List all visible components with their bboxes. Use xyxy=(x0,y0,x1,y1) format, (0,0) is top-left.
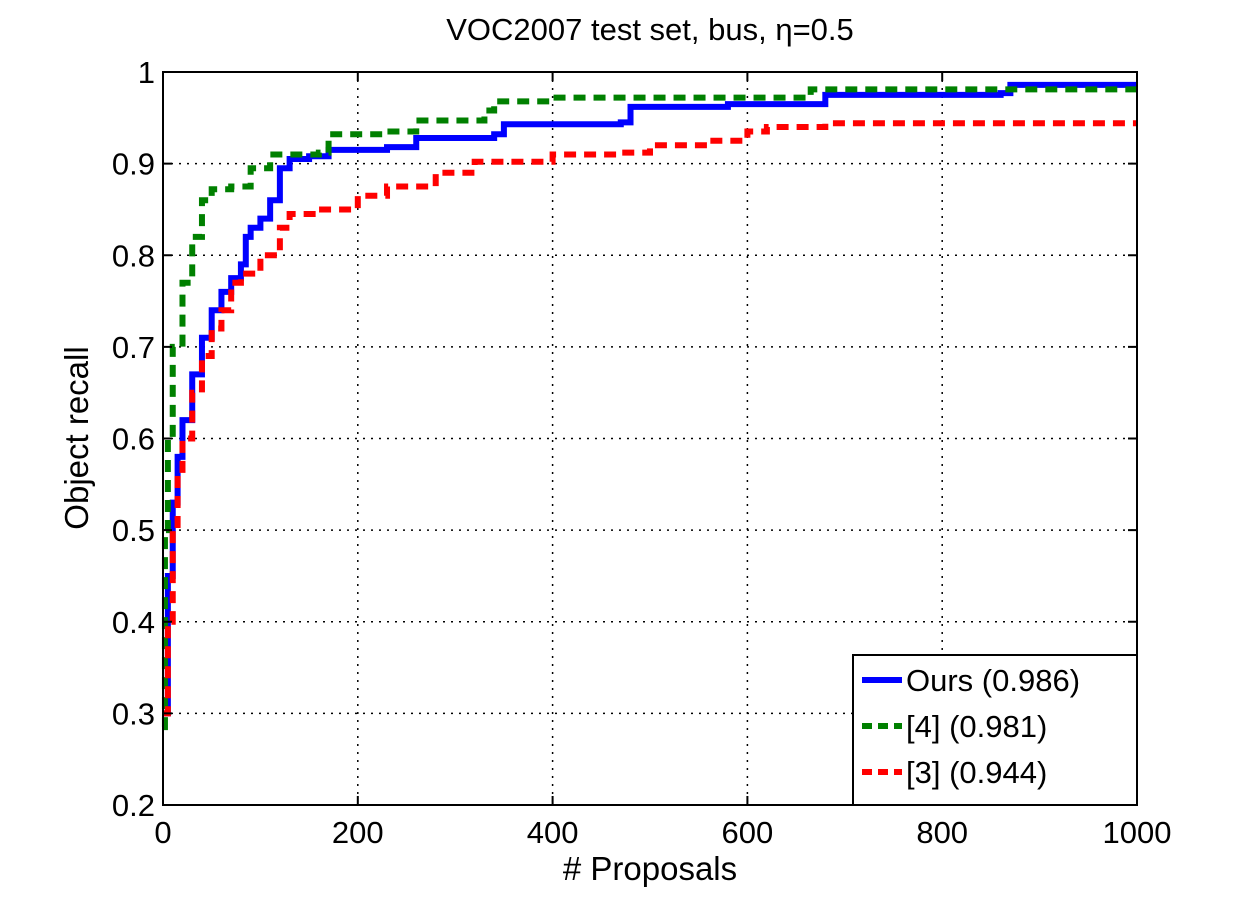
chart-title: VOC2007 test set, bus, η=0.5 xyxy=(446,12,854,47)
y-axis-label: Object recall xyxy=(58,346,95,529)
ticks: 0 200 400 600 800 1000 0.2 0.3 0.4 0.5 0.6 0.7 0.8 0.… xyxy=(112,55,1172,850)
x-tick-label: 400 xyxy=(527,815,579,850)
legend: Ours (0.986) [4] (0.981) [3] (0.944) xyxy=(852,654,1138,806)
x-tick-label: 0 xyxy=(154,815,171,850)
series-line-2 xyxy=(163,120,1137,717)
y-tick-label: 0.4 xyxy=(112,605,155,640)
y-tick-label: 0.6 xyxy=(112,422,155,457)
x-tick-label: 600 xyxy=(722,815,774,850)
y-tick-label: 0.3 xyxy=(112,696,155,731)
series-line-0 xyxy=(163,81,1137,717)
x-tick-label: 800 xyxy=(916,815,968,850)
y-tick-label: 0.2 xyxy=(112,788,155,823)
legend-label-0: Ours (0.986) xyxy=(906,663,1080,698)
legend-label-1: [4] (0.981) xyxy=(906,709,1047,744)
legend-label-2: [3] (0.944) xyxy=(906,755,1047,790)
y-tick-label: 0.5 xyxy=(112,513,155,548)
series-lines xyxy=(161,81,1137,731)
y-tick-label: 0.7 xyxy=(112,330,155,365)
y-tick-label: 0.8 xyxy=(112,238,155,273)
x-tick-label: 1000 xyxy=(1103,815,1172,850)
y-tick-label: 1 xyxy=(138,55,155,90)
y-tick-label: 0.9 xyxy=(112,147,155,182)
x-tick-label: 200 xyxy=(332,815,384,850)
x-axis-label: # Proposals xyxy=(563,850,737,887)
series-line-1 xyxy=(161,86,1137,731)
